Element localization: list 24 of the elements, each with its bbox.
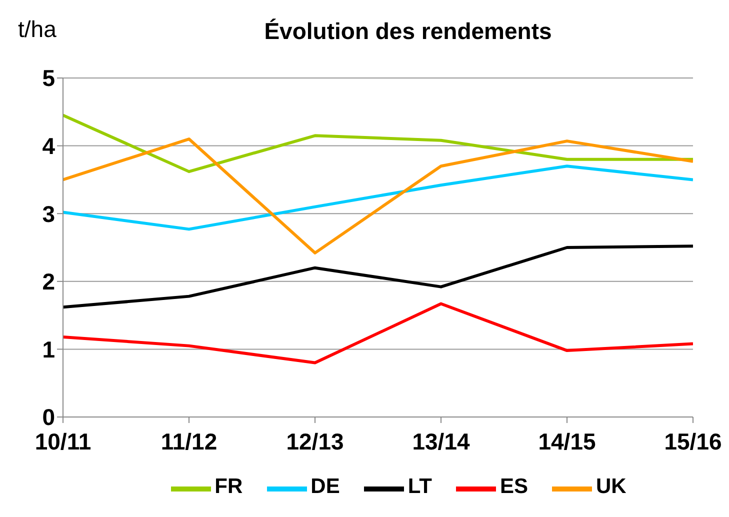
y-tick-label: 0 <box>42 404 55 430</box>
line-series <box>63 164 693 231</box>
line-series <box>63 114 693 174</box>
y-tick-label: 1 <box>42 336 56 362</box>
legend-label: FR <box>214 475 243 498</box>
x-tick-label: 12/13 <box>286 428 344 454</box>
legend-label: DE <box>310 475 340 498</box>
legend-label: ES <box>500 475 528 498</box>
chart-title: Évolution des rendements <box>263 18 553 45</box>
y-tick-label: 5 <box>42 65 56 92</box>
line-series <box>63 138 693 254</box>
x-tick-label: 11/12 <box>160 428 218 454</box>
y-tick-label: 2 <box>42 268 55 295</box>
y-tick-label: 3 <box>42 200 55 227</box>
legend-label: UK <box>596 475 626 498</box>
x-tick-label: 14/15 <box>538 428 596 454</box>
y-tick-label: 4 <box>42 132 56 159</box>
x-tick-label: 13/14 <box>412 428 470 454</box>
x-tick-label: 15/16 <box>664 428 722 454</box>
x-tick-label: 10/11 <box>34 428 92 454</box>
y-axis-title: t/ha <box>18 16 56 43</box>
line-series <box>63 244 693 309</box>
line-series <box>63 302 693 364</box>
legend-label: LT <box>408 475 432 498</box>
